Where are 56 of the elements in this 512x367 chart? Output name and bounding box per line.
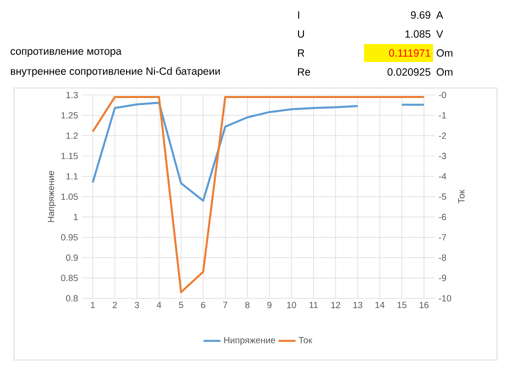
text: R [298, 49, 304, 57]
y-tick-label: 0.8 [66, 295, 78, 302]
text: Om [436, 49, 452, 57]
text: I [298, 11, 300, 19]
y2-tick-label: -6 [438, 214, 446, 220]
y2-tick-label: -8 [438, 254, 446, 261]
text: Re [298, 68, 310, 76]
y2-tick-label: -5 [438, 194, 446, 200]
x-tick-label: 10 [287, 302, 296, 308]
y2-tick-label: -4 [438, 173, 446, 180]
x-tick-label: 1 [90, 302, 95, 308]
y-axis-title: Напряжение [48, 171, 56, 222]
y-tick-label: 1.05 [61, 193, 78, 200]
y-tick-label: 0.95 [61, 234, 78, 240]
text: Om [436, 68, 452, 76]
y2-tick-label: -2 [438, 132, 446, 139]
x-tick-label: 8 [245, 302, 250, 308]
text: A [436, 11, 444, 19]
text: 9.69 [410, 11, 430, 19]
y2-tick-label: -3 [438, 152, 446, 160]
y-tick-label: 1.2 [66, 132, 78, 139]
y-tick-label: 0.85 [61, 274, 78, 282]
x-tick-label: 7 [223, 302, 228, 308]
x-tick-label: 4 [156, 302, 162, 308]
legend-label: Нипряжение [224, 337, 276, 346]
y-tick-label: 0.9 [66, 254, 78, 261]
y2-tick-label: -0 [438, 92, 446, 98]
legend-label: Ток [298, 337, 312, 344]
x-tick-label: 14 [376, 302, 385, 308]
y-tick-label: 1.3 [66, 92, 78, 98]
x-tick-label: 3 [134, 302, 140, 308]
x-tick-label: 2 [112, 302, 117, 308]
y-tick-label: 1.25 [61, 112, 78, 119]
y2-tick-label: -9 [438, 274, 446, 282]
y2-tick-label: -7 [438, 234, 446, 240]
y2-tick-label: -10 [438, 295, 452, 302]
x-tick-label: 16 [420, 302, 429, 308]
text: 0.111971 [389, 49, 430, 57]
text: 0.020925 [388, 68, 430, 76]
text: U [298, 30, 304, 38]
x-tick-label: 6 [201, 302, 206, 308]
y2-tick-label: -1 [438, 112, 446, 118]
x-tick-label: 5 [178, 302, 184, 308]
y-tick-label: 1 [74, 214, 78, 220]
text: 1.085 [405, 30, 430, 38]
text: внутреннее сопротивление Ni-Cd батареии [10, 67, 220, 77]
y-tick-label: 1.1 [66, 173, 78, 180]
y-tick-label: 1.15 [61, 152, 78, 160]
y2-axis-title: Ток [458, 190, 465, 204]
text: V [436, 30, 444, 38]
x-tick-label: 11 [310, 302, 318, 308]
x-tick-label: 12 [331, 302, 340, 308]
x-tick-label: 9 [267, 302, 272, 308]
x-tick-label: 13 [353, 302, 362, 308]
x-tick-label: 15 [398, 302, 406, 308]
text: сопротивление мотора [10, 49, 122, 57]
